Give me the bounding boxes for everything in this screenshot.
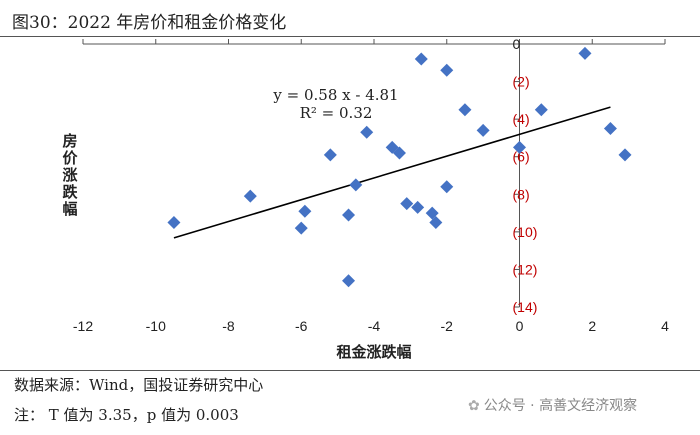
x-tick-label: -2 [441,318,454,334]
y-tick-label: (4) [513,111,530,127]
data-point [429,215,443,229]
data-point [513,140,526,154]
data-point [342,274,356,288]
y-axis-label-char: 房 [62,132,77,150]
data-point [342,208,356,222]
data-point [534,103,548,117]
data-point [349,178,363,192]
bottom-divider [0,370,700,371]
y-tick-label: (14) [513,299,538,315]
data-point [360,125,374,139]
scatter-chart: -12 -10 -8 -6 -4 -2 0 2 4 0 (2) (4) (6) (8) (10) (12) (1… [62,36,669,361]
x-tick-label: -6 [295,318,308,334]
data-point [476,123,490,137]
y-tick-label: (2) [513,74,530,90]
data-point [243,189,257,203]
data-point [440,63,454,77]
data-point [392,146,406,160]
x-tick-label: -12 [73,318,93,334]
y-axis-label-char: 幅 [62,200,77,218]
x-tick-label: -8 [222,318,235,334]
r-squared-label: R² = 0.32 [300,104,373,122]
watermark: ✿ 公众号 · 高善文经济观察 [468,395,637,415]
data-point [603,122,617,136]
data-point [323,148,337,162]
data-points [167,46,632,288]
data-point [440,180,454,194]
top-divider [0,36,700,37]
trendline [173,106,611,239]
y-axis-label-char: 价 [62,149,78,167]
chart-ticks: -12 -10 -8 -6 -4 -2 0 2 4 0 (2) (4) (6) (8) (10) (12) (1… [73,36,669,334]
y-tick-label: (10) [513,224,538,240]
watermark-text: 公众号 · 高善文经济观察 [483,398,638,414]
x-tick-label: 2 [588,318,596,334]
x-axis-label: 租金涨跌幅 [336,343,411,361]
data-point [294,221,308,235]
data-point [425,206,439,220]
x-tick-label: -4 [368,318,381,334]
source-note: 数据来源：Wind，国投证券研究中心 [14,376,264,394]
y-tick-label: (12) [513,261,538,277]
data-point [400,197,414,211]
x-tick-label: 0 [516,318,524,334]
data-point [618,148,632,162]
y-tick-label: (8) [513,186,530,202]
regression-equation: y = 0.58 x - 4.81 [272,86,398,104]
data-point [458,103,472,117]
data-point [298,204,312,218]
wechat-icon: ✿ [468,398,480,414]
y-tick-label: (6) [513,149,530,165]
x-tick-label: -10 [146,318,166,334]
y-tick-label: 0 [513,36,521,52]
y-axis-label-char: 跌 [62,183,78,201]
page-title: 图30：2022 年房价和租金价格变化 [12,13,287,33]
data-point [578,46,592,60]
y-axis-label-char: 涨 [62,166,77,184]
data-point [167,215,181,229]
data-point [414,52,428,66]
trendline-group [173,106,611,239]
stat-note: 注： T 值为 3.35，p 值为 0.003 [14,406,239,424]
data-point [411,200,425,214]
x-tick-label: 4 [661,318,669,334]
chart-axes [83,43,665,307]
